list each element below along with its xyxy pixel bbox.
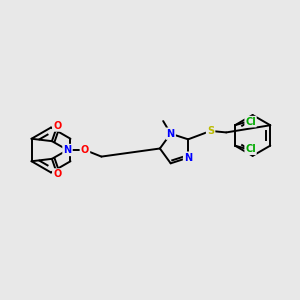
Text: O: O xyxy=(53,169,61,179)
Text: Cl: Cl xyxy=(245,117,256,127)
Text: O: O xyxy=(81,145,89,155)
Text: N: N xyxy=(167,129,175,139)
Text: N: N xyxy=(184,153,192,163)
Text: O: O xyxy=(53,121,61,130)
Text: Cl: Cl xyxy=(245,144,256,154)
Text: S: S xyxy=(207,126,214,136)
Text: N: N xyxy=(64,145,72,155)
